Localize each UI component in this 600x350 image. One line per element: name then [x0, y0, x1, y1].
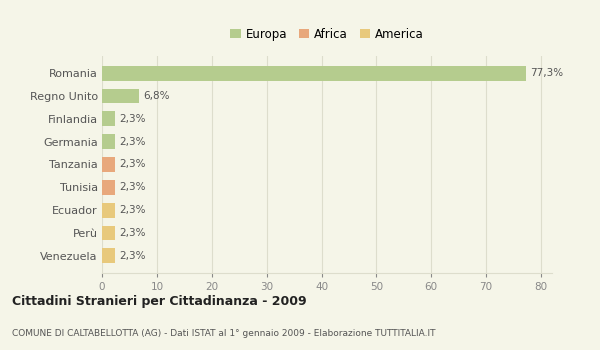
Text: 2,3%: 2,3% — [119, 251, 146, 261]
Text: 2,3%: 2,3% — [119, 228, 146, 238]
Text: Cittadini Stranieri per Cittadinanza - 2009: Cittadini Stranieri per Cittadinanza - 2… — [12, 294, 307, 308]
Bar — [102, 89, 139, 104]
Bar — [102, 157, 115, 172]
Bar — [102, 180, 115, 195]
Bar — [102, 203, 115, 217]
Text: 2,3%: 2,3% — [119, 182, 146, 192]
Text: 6,8%: 6,8% — [144, 91, 170, 101]
Bar — [102, 225, 115, 240]
Legend: Europa, Africa, America: Europa, Africa, America — [226, 23, 428, 45]
Text: 2,3%: 2,3% — [119, 205, 146, 215]
Text: 77,3%: 77,3% — [530, 68, 564, 78]
Text: 2,3%: 2,3% — [119, 137, 146, 147]
Bar — [102, 134, 115, 149]
Bar — [102, 248, 115, 263]
Text: 2,3%: 2,3% — [119, 160, 146, 169]
Text: 2,3%: 2,3% — [119, 114, 146, 124]
Bar — [102, 112, 115, 126]
Text: COMUNE DI CALTABELLOTTA (AG) - Dati ISTAT al 1° gennaio 2009 - Elaborazione TUTT: COMUNE DI CALTABELLOTTA (AG) - Dati ISTA… — [12, 329, 436, 338]
Bar — [102, 66, 526, 81]
